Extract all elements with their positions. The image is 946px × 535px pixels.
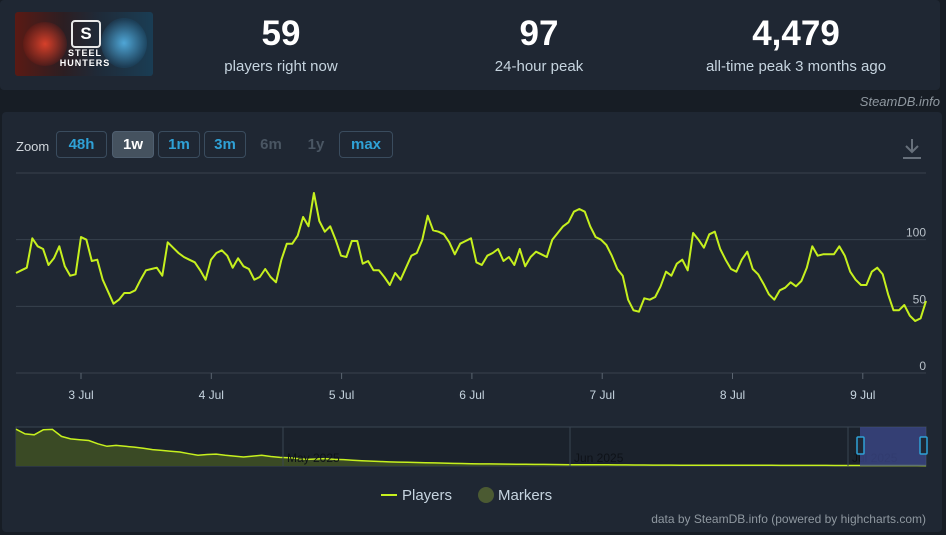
stat-24h-value: 97 xyxy=(519,14,559,53)
footer-credit[interactable]: data by SteamDB.info (powered by highcha… xyxy=(651,512,926,526)
navigator-handle-left xyxy=(856,436,865,455)
x-tick-label-0: 3 Jul xyxy=(68,388,93,402)
navigator-area xyxy=(16,429,926,466)
thumbnail-red-mech xyxy=(23,22,67,66)
zoom-48h-button[interactable]: 48h xyxy=(56,131,107,158)
x-tick-label-4: 7 Jul xyxy=(590,388,615,402)
download-icon[interactable] xyxy=(902,138,922,160)
zoom-3m-button[interactable]: 3m xyxy=(204,131,246,158)
stat-alltime-value: 4,479 xyxy=(752,14,840,53)
navigator-line xyxy=(15,428,927,467)
zoom-6m-button: 6m xyxy=(260,136,282,153)
game-logo-icon: S xyxy=(71,20,101,48)
game-logo-text: STEEL HUNTERS xyxy=(59,48,111,68)
stat-24h-peak: 97 24-hour peak xyxy=(439,14,639,75)
x-tick-label-5: 8 Jul xyxy=(720,388,745,402)
stat-24h-label: 24-hour peak xyxy=(494,58,584,75)
x-tick-label-2: 5 Jul xyxy=(329,388,354,402)
stat-current-players: 59 players right now xyxy=(181,14,381,75)
zoom-1w-button[interactable]: 1w xyxy=(112,131,154,158)
legend-markers-swatch xyxy=(478,487,494,503)
y-tick-label-0: 0 xyxy=(919,359,926,373)
legend-markers-label: Markers xyxy=(498,487,552,504)
source-credit[interactable]: SteamDB.info xyxy=(859,94,940,109)
main-grid xyxy=(16,172,926,374)
stats-header: S STEEL HUNTERS 59 players right now 97 … xyxy=(0,0,940,90)
stat-current-label: players right now xyxy=(224,58,338,75)
chart-legend: Players Markers xyxy=(381,487,552,504)
navigator-handle-right xyxy=(919,436,928,455)
x-tick-label-3: 6 Jul xyxy=(459,388,484,402)
stat-current-value: 59 xyxy=(261,14,301,53)
stat-all-time-peak: 4,479 all-time peak 3 months ago xyxy=(676,14,916,75)
navigator-label-0: May 2025 xyxy=(287,451,340,465)
navigator-selection xyxy=(860,427,926,466)
game-thumbnail[interactable]: S STEEL HUNTERS xyxy=(15,12,153,76)
x-tick-label-1: 4 Jul xyxy=(199,388,224,402)
y-tick-label-100: 100 xyxy=(906,226,926,240)
players-series[interactable] xyxy=(15,192,927,322)
zoom-1y-button: 1y xyxy=(307,136,325,153)
navigator-label-1: Jun 2025 xyxy=(574,451,624,465)
legend-players-label: Players xyxy=(402,487,452,504)
y-tick-label-50: 50 xyxy=(913,292,927,306)
thumbnail-blue-mech xyxy=(101,18,147,68)
x-tick-label-6: 9 Jul xyxy=(850,388,875,402)
players-line xyxy=(15,192,927,322)
zoom-1m-button[interactable]: 1m xyxy=(158,131,200,158)
zoom-label: Zoom xyxy=(16,139,50,154)
zoom-max-button[interactable]: max xyxy=(339,131,393,158)
stat-alltime-label: all-time peak 3 months ago xyxy=(705,58,887,75)
main-x-ticks: 3 Jul 4 Jul 5 Jul 6 Jul 7 Jul 8 Jul 9 Jul xyxy=(68,373,875,402)
main-y-ticks: 0 50 100 xyxy=(906,226,926,373)
